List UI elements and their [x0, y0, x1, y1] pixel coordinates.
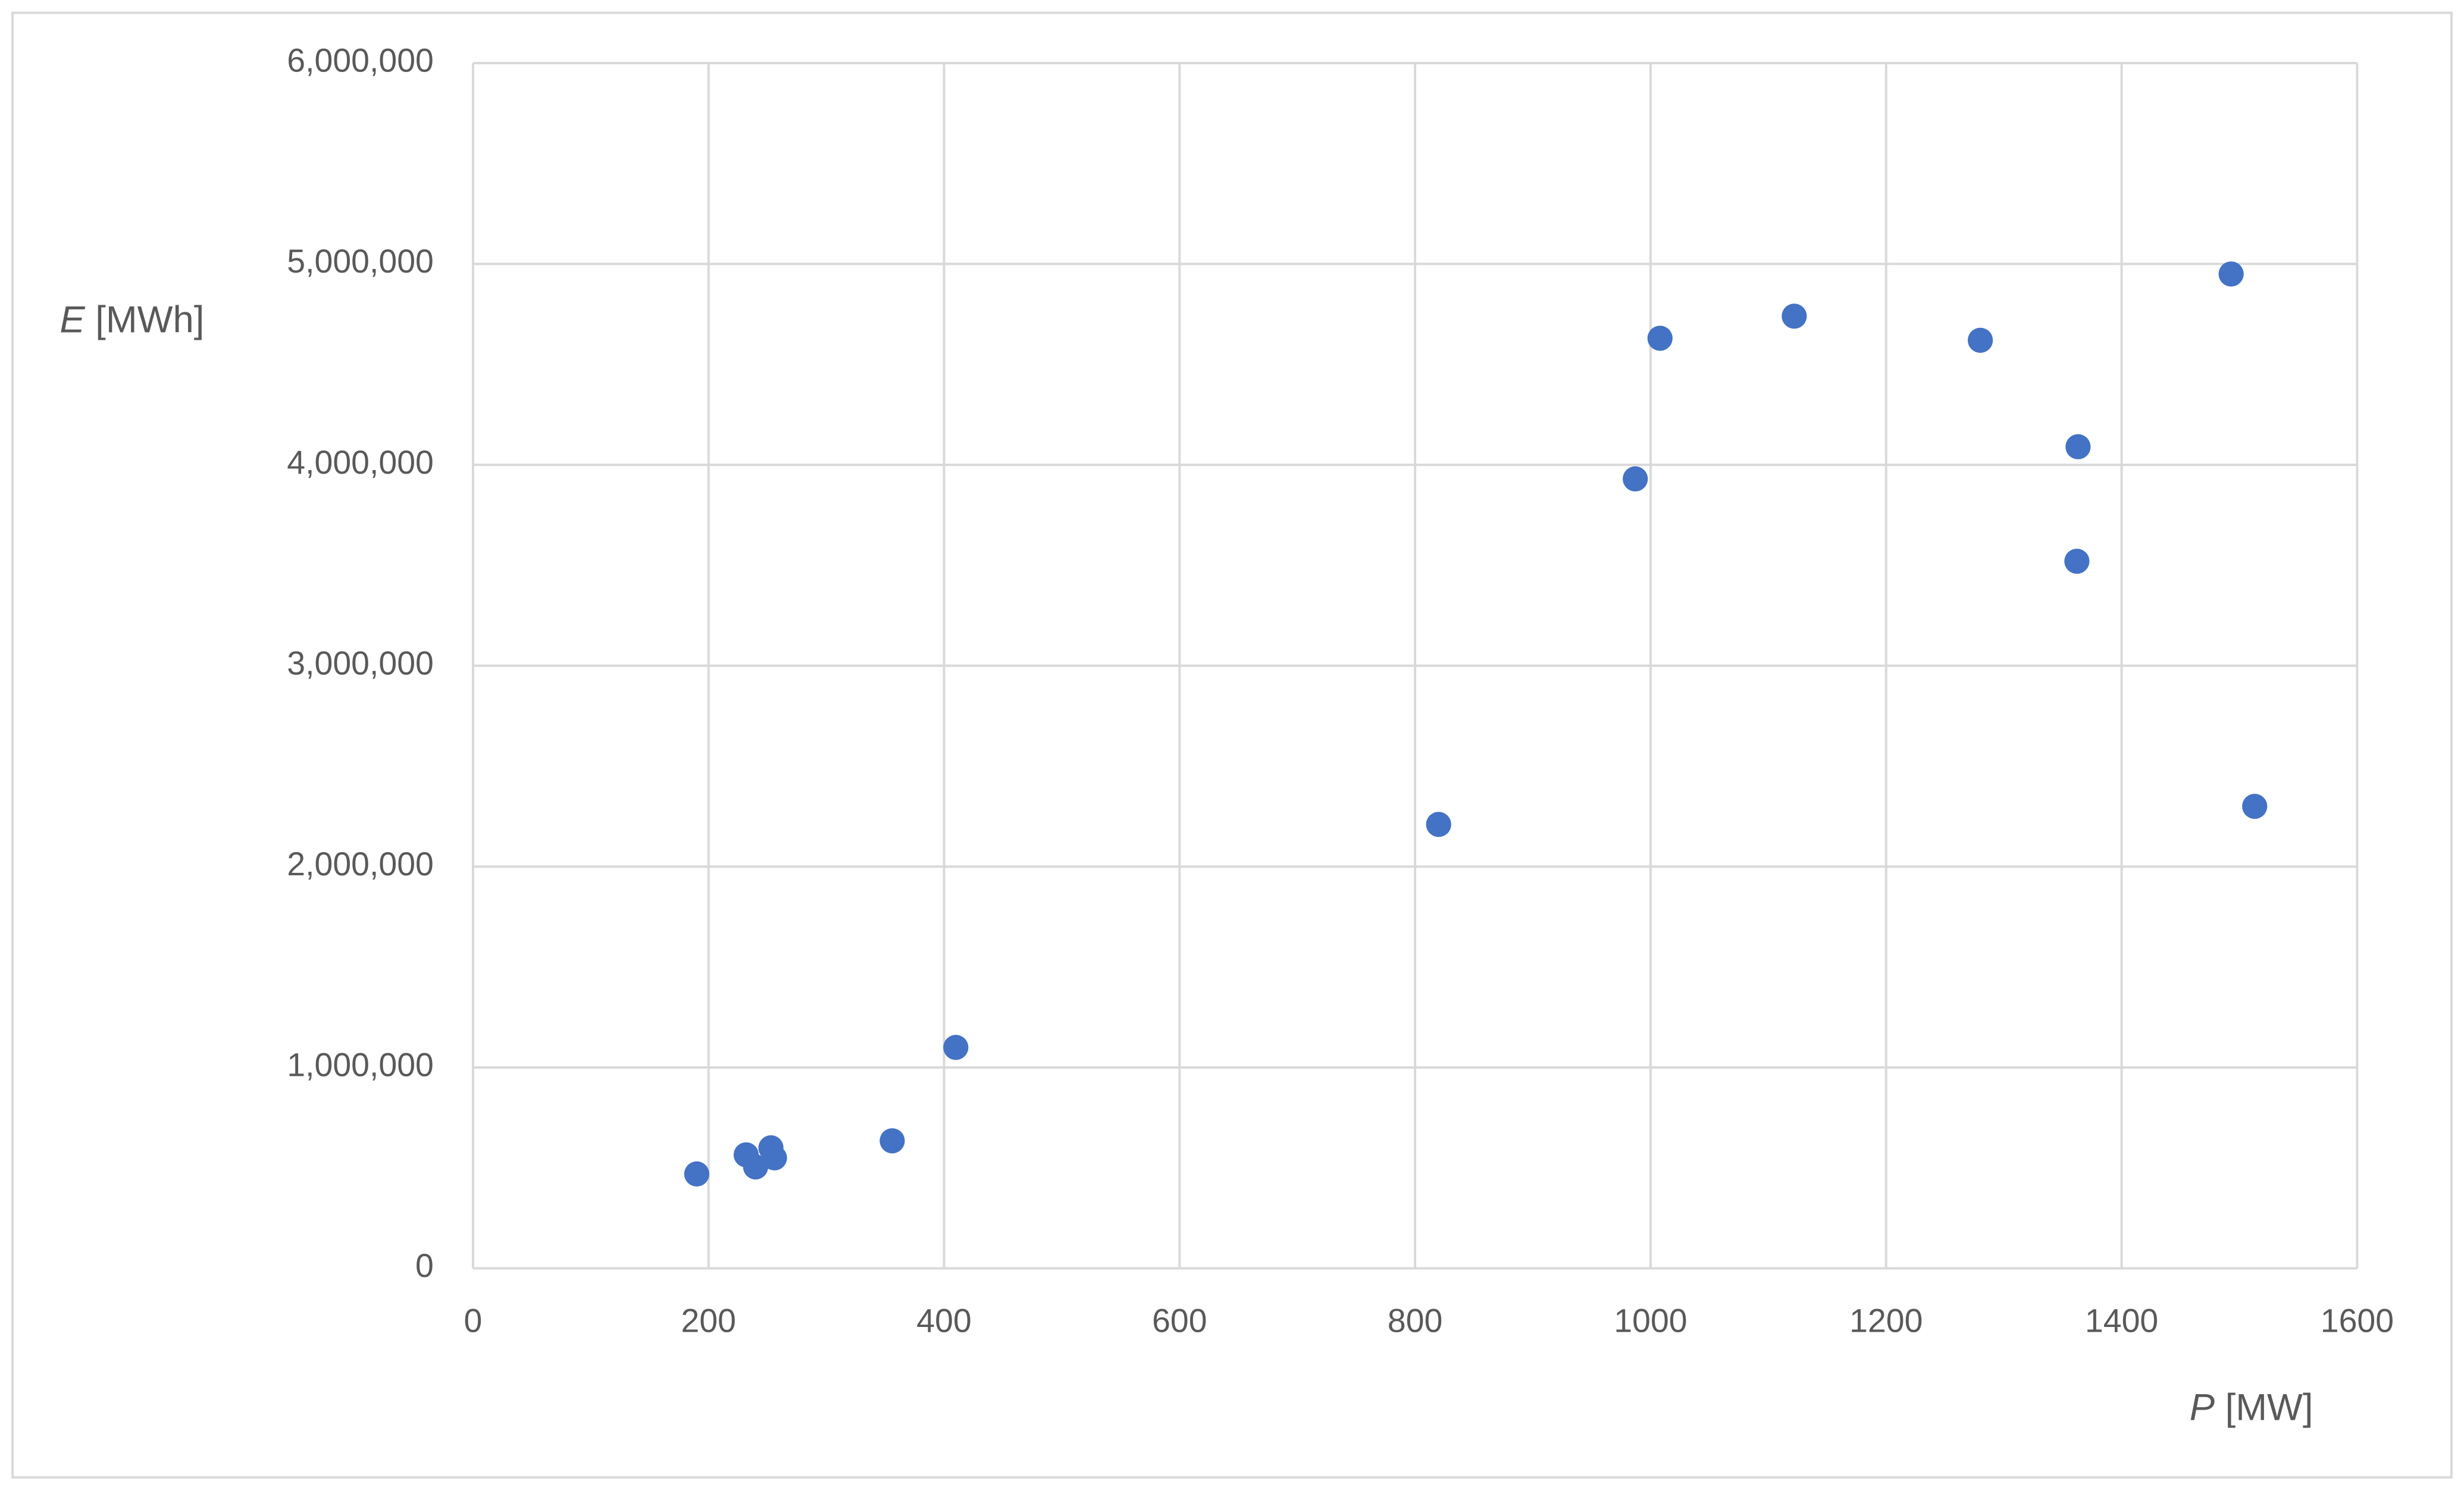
scatter-point — [2064, 549, 2090, 574]
y-tick-label: 3,000,000 — [287, 644, 434, 681]
y-tick-label: 0 — [415, 1247, 434, 1284]
x-tick-label: 200 — [681, 1303, 736, 1339]
scatter-point — [762, 1145, 787, 1171]
scatter-point — [1426, 812, 1451, 837]
y-tick-label: 4,000,000 — [287, 444, 434, 481]
scatter-point — [1647, 325, 1673, 351]
x-tick-label: 600 — [1152, 1303, 1207, 1339]
x-tick-label: 1200 — [1849, 1303, 1923, 1339]
scatter-point — [684, 1161, 710, 1187]
chart-frame — [11, 11, 2453, 1479]
scatter-point — [1967, 327, 1993, 353]
x-tick-label: 0 — [464, 1303, 483, 1339]
y-tick-label: 6,000,000 — [287, 42, 434, 79]
y-tick-label: 1,000,000 — [287, 1047, 434, 1084]
scatter-point — [2218, 261, 2244, 287]
scatter-point — [943, 1035, 969, 1060]
x-tick-label: 1000 — [1614, 1303, 1687, 1339]
scatter-point — [1782, 303, 1807, 329]
y-axis-title: E [MWh] — [60, 299, 204, 340]
scatter-point — [2242, 793, 2268, 819]
x-tick-label: 800 — [1388, 1303, 1442, 1339]
scatter-point — [2065, 434, 2091, 459]
x-tick-label: 400 — [916, 1303, 971, 1339]
scatter-point — [1623, 466, 1648, 492]
x-tick-label: 1400 — [2085, 1303, 2158, 1339]
scatter-point — [743, 1154, 769, 1180]
x-tick-label: 1600 — [2321, 1303, 2394, 1339]
x-axis-title: P [MW] — [2190, 1386, 2313, 1428]
y-tick-label: 5,000,000 — [287, 243, 434, 280]
y-tick-label: 2,000,000 — [287, 846, 434, 882]
scatter-point — [879, 1128, 905, 1154]
